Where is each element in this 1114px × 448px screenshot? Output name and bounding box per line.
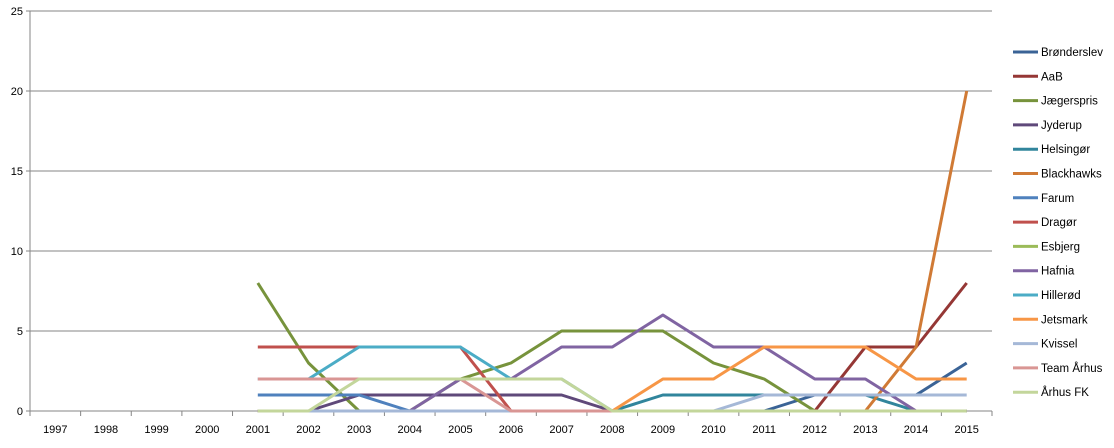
legend-item: Jetsmark (1013, 314, 1088, 326)
series-line-farum (257, 393, 967, 413)
x-tick-label: 2006 (499, 424, 523, 436)
y-axis: 0 5 10 15 20 25 (11, 6, 31, 418)
x-tick-label: 2001 (246, 424, 270, 436)
y-tick-label: 20 (11, 86, 23, 98)
y-tick-label: 10 (11, 246, 23, 258)
x-tick-label: 2013 (853, 424, 877, 436)
legend-label: Brønderslev (1041, 47, 1103, 59)
legend-label: Hafnia (1041, 266, 1075, 278)
legend-label: AaB (1041, 71, 1063, 83)
x-tick-label: 2014 (904, 424, 928, 436)
legend-label: Dragør (1041, 217, 1077, 229)
x-tick-label: 2002 (296, 424, 320, 436)
legend-item: Jægerspris (1013, 96, 1098, 108)
legend-label: Jægerspris (1041, 96, 1098, 108)
legend-label: Blackhawks (1041, 169, 1102, 181)
series-line-brønderslev (257, 361, 968, 413)
y-tick-label: 25 (11, 6, 23, 18)
legend-item: Jyderup (1013, 120, 1082, 132)
legend-item: Dragør (1013, 217, 1077, 229)
x-tick-label: 1997 (43, 424, 67, 436)
legend-item: Farum (1013, 193, 1074, 205)
y-tick-label: 5 (17, 326, 23, 338)
x-tick-label: 2003 (347, 424, 371, 436)
legend-item: AaB (1013, 71, 1063, 83)
legend-item: Helsingør (1013, 144, 1090, 156)
legend: Brønderslev AaB Jægerspris Jyderup Helsingør… (1013, 47, 1103, 399)
x-tick-label: 1999 (144, 424, 168, 436)
legend-item: Blackhawks (1013, 169, 1102, 181)
legend-label: Kvissel (1041, 339, 1077, 351)
legend-item: Brønderslev (1013, 47, 1103, 59)
legend-item: Hafnia (1013, 266, 1075, 278)
legend-label: Hillerød (1041, 290, 1081, 302)
legend-label: Helsingør (1041, 144, 1090, 156)
x-tick-label: 2000 (195, 424, 219, 436)
legend-label: Team Århus (1041, 362, 1103, 375)
x-axis: 1997 1998 1999 2000 2001 2002 2003 2004 2005 2006… (29, 411, 993, 436)
series-lines (256, 90, 969, 413)
legend-label: Jetsmark (1041, 314, 1088, 326)
x-tick-label: 2008 (600, 424, 624, 436)
legend-item: Kvissel (1013, 339, 1077, 351)
x-tick-label: 2015 (954, 424, 978, 436)
gridlines (30, 10, 992, 412)
legend-item: Esbjerg (1013, 241, 1080, 253)
x-tick-label: 2009 (651, 424, 675, 436)
y-tick-label: 15 (11, 166, 23, 178)
legend-label: Århus FK (1041, 386, 1089, 399)
legend-item: Århus FK (1013, 386, 1089, 399)
x-tick-label: 2004 (397, 424, 421, 436)
legend-label: Jyderup (1041, 120, 1082, 132)
x-tick-label: 2007 (549, 424, 573, 436)
x-tick-label: 2005 (448, 424, 472, 436)
x-tick-label: 2010 (701, 424, 725, 436)
legend-label: Farum (1041, 193, 1074, 205)
x-tick-label: 2012 (803, 424, 827, 436)
x-tick-label: 2011 (752, 424, 776, 436)
legend-item: Hillerød (1013, 290, 1081, 302)
legend-item: Team Århus (1013, 362, 1103, 375)
x-tick-label: 1998 (94, 424, 118, 436)
y-tick-label: 0 (17, 406, 23, 418)
legend-label: Esbjerg (1041, 241, 1080, 253)
series-line-århus-fk (257, 377, 967, 413)
